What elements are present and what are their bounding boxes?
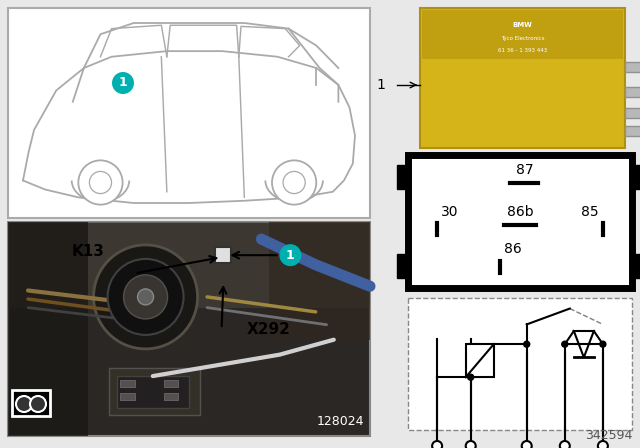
Text: 1: 1 <box>286 249 295 262</box>
Bar <box>625 62 640 72</box>
Circle shape <box>16 396 32 412</box>
Bar <box>216 247 232 263</box>
Circle shape <box>78 160 123 205</box>
Text: X292: X292 <box>246 322 291 336</box>
Circle shape <box>600 341 606 347</box>
Circle shape <box>124 275 168 319</box>
Bar <box>8 8 370 218</box>
Text: 342594: 342594 <box>584 429 632 442</box>
Text: 87: 87 <box>516 163 533 177</box>
Text: 30: 30 <box>442 204 459 219</box>
Circle shape <box>138 289 154 305</box>
Bar <box>466 344 493 377</box>
Bar <box>164 393 178 400</box>
Bar <box>120 380 134 387</box>
Circle shape <box>108 259 184 335</box>
Bar <box>164 380 178 387</box>
Bar <box>116 376 189 408</box>
Bar <box>625 126 640 136</box>
Circle shape <box>522 441 532 448</box>
Bar <box>8 222 88 436</box>
Text: 1: 1 <box>118 77 127 90</box>
Bar <box>625 87 640 97</box>
Circle shape <box>560 441 570 448</box>
Circle shape <box>562 341 568 347</box>
Circle shape <box>598 441 608 448</box>
Text: 1: 1 <box>376 78 385 92</box>
Bar <box>12 390 50 416</box>
Bar <box>625 108 640 118</box>
Circle shape <box>524 341 530 347</box>
Text: 86: 86 <box>504 242 522 256</box>
Circle shape <box>90 172 111 194</box>
Circle shape <box>280 244 301 266</box>
Bar <box>422 10 623 59</box>
Circle shape <box>112 72 134 94</box>
Text: 86b: 86b <box>507 204 533 219</box>
Text: 85: 85 <box>581 204 598 219</box>
Text: BMW: BMW <box>513 22 532 28</box>
Text: Tyco Electronics: Tyco Electronics <box>500 36 544 41</box>
Bar <box>120 393 134 400</box>
Circle shape <box>468 374 474 380</box>
Bar <box>397 254 408 278</box>
Text: 128024: 128024 <box>317 415 364 428</box>
Bar <box>8 222 370 436</box>
Circle shape <box>283 172 305 194</box>
Circle shape <box>272 160 316 205</box>
Bar <box>408 155 632 288</box>
Text: 61 36 - 1 393 443: 61 36 - 1 393 443 <box>498 47 547 52</box>
Circle shape <box>466 441 476 448</box>
Bar <box>632 165 640 189</box>
Text: K13: K13 <box>71 245 104 259</box>
Bar <box>632 254 640 278</box>
Bar <box>397 165 408 189</box>
Circle shape <box>93 245 198 349</box>
Bar <box>269 222 370 340</box>
Circle shape <box>30 396 46 412</box>
Bar <box>8 222 370 308</box>
Bar <box>408 298 632 430</box>
Bar <box>109 367 200 414</box>
Circle shape <box>432 441 442 448</box>
Bar <box>420 8 625 148</box>
